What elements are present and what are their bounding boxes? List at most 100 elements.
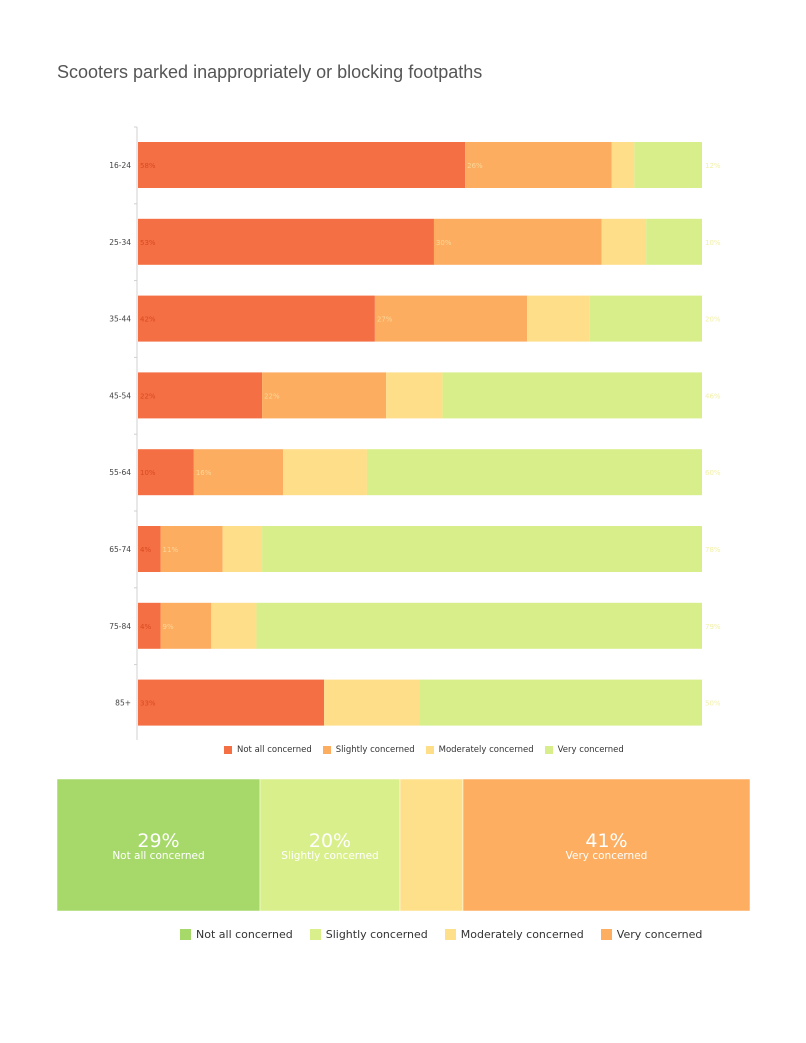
category-label: 35-44 [109,315,131,324]
bar-segment [259,778,401,912]
bar-segment [138,218,434,265]
legend-swatch [544,746,553,754]
data-label: 12% [705,162,721,170]
data-label: 20% [705,316,721,324]
legend-item-very-concerned: Very concerned [600,928,703,941]
data-label: 30% [436,239,452,247]
data-label: 46% [705,392,721,400]
bar-segment [193,449,284,496]
bar-segment [56,778,261,912]
category-label: 75-84 [109,622,131,631]
bar-segment [283,449,367,496]
bar-segment [138,526,161,572]
category-label: 85+ [115,699,131,708]
segment-name-label: Very concerned [566,850,648,862]
legend-item-slightly-concerned: Slightly concerned [309,928,428,941]
bar-segment [589,295,702,342]
legend-item-slightly-concerned: Slightly concerned [322,745,415,755]
segment-percent-label: 20% [309,830,351,852]
data-label: 50% [705,700,721,708]
legend-label: Slightly concerned [325,928,428,941]
segment-percent-label: 29% [137,830,179,852]
legend-label: Not all concerned [237,745,312,755]
legend-label: Not all concerned [196,928,293,941]
bar-segment [374,295,528,342]
data-label: 9% [163,623,174,631]
bar-segment [433,218,602,265]
legend-item-very-concerned: Very concerned [544,745,624,755]
data-label: 10% [140,469,156,477]
segment-name-label: Not all concerned [112,850,204,862]
segment-name-label: Slightly concerned [281,850,378,862]
bar-segment [601,218,647,265]
bar-segment [138,679,325,726]
category-label: 16-24 [109,161,131,170]
legend-item-moderately-concerned: Moderately concerned [444,928,584,941]
data-label: 10% [705,239,721,247]
overall-chart-legend: Not all concerned Slightly concerned Mod… [180,928,719,941]
bar-segment [366,449,702,496]
bar-segment [138,449,194,496]
bar-segment [160,526,223,572]
bar-segment [211,602,257,649]
legend-item-not-concerned: Not all concerned [224,745,312,755]
bar-segment [634,142,702,188]
legend-swatch [425,746,434,754]
bar-segment [222,526,263,572]
category-label: 65-74 [109,545,131,554]
data-label: 22% [264,392,280,400]
bar-segment [442,372,702,419]
bar-segment [527,295,590,342]
bar-segment [138,295,375,342]
age-chart-legend: Not all concerned Slightly concerned Mod… [224,745,635,755]
bar-segment [420,679,702,726]
category-label: 55-64 [109,468,131,477]
chart-title: Scooters parked inappropriately or block… [57,62,483,82]
data-label: 78% [705,546,721,554]
data-label: 16% [196,469,212,477]
legend-label: Very concerned [616,928,703,941]
legend-label: Moderately concerned [438,745,534,755]
bar-segment [262,526,702,572]
data-label: 42% [140,316,156,324]
category-label: 45-54 [109,391,131,400]
category-label: 25-34 [109,238,131,247]
legend-item-moderately-concerned: Moderately concerned [425,745,534,755]
legend-item-not-concerned: Not all concerned [180,928,293,941]
legend-label: Very concerned [557,745,624,755]
legend-label: Slightly concerned [335,745,415,755]
data-label: 27% [377,316,393,324]
legend-swatch [322,746,331,754]
bar-segment [465,142,612,188]
data-label: 33% [140,700,156,708]
data-label: 60% [705,469,721,477]
bar-segment [256,602,702,649]
legend-swatch [180,929,191,940]
data-label: 53% [140,239,156,247]
legend-label: Moderately concerned [460,928,584,941]
bar-segment [462,778,751,912]
data-label: 79% [705,623,721,631]
legend-swatch [600,929,612,940]
bar-segment [646,218,702,265]
data-label: 22% [140,392,156,400]
legend-swatch [309,929,321,940]
data-label: 11% [163,546,179,554]
bar-segment [324,679,420,726]
data-label: 4% [140,623,151,631]
data-label: 58% [140,162,156,170]
segment-percent-label: 41% [585,830,627,852]
bar-segment [399,778,464,912]
legend-swatch [224,746,232,754]
bar-segment [386,372,443,419]
legend-swatch [444,929,456,940]
bar-segment [611,142,635,188]
bar-segment [138,602,161,649]
bar-segment [262,372,387,419]
bar-segment [160,602,212,649]
data-label: 26% [467,162,483,170]
age-group-stacked-bar-chart: 16-24 58% 26% 12% 25-34 53% 30% 10% 35-44 42% 27% 2… [109,126,721,740]
bar-segment [138,142,466,188]
bar-segment [138,372,263,419]
data-label: 4% [140,546,151,554]
